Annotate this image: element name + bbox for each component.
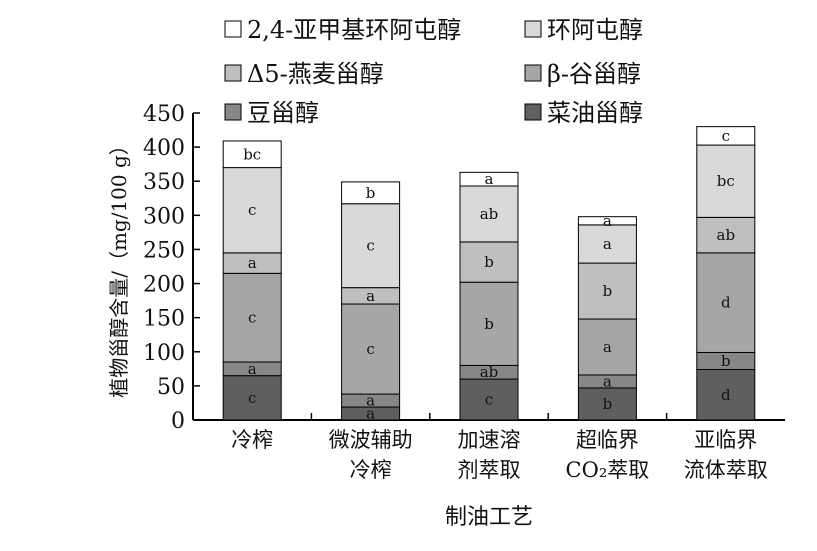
legend-label: 菜油甾醇 <box>547 99 643 127</box>
legend-item: 环阿屯醇 <box>524 16 643 44</box>
significance-label: ab <box>717 226 736 244</box>
significance-label: b <box>721 352 731 370</box>
legend-label: 2,4-亚甲基环阿屯醇 <box>247 16 461 44</box>
bar-segment <box>222 140 282 169</box>
bar-segment <box>577 224 637 264</box>
y-tick-label: 300 <box>143 204 185 229</box>
category-label: 冷榨 <box>350 458 392 482</box>
significance-label: b <box>484 315 494 333</box>
axes: 0 50 100 150 200 250 300 350 400 450 <box>143 102 785 434</box>
significance-label: b <box>366 184 376 202</box>
legend-item: 豆甾醇 <box>224 99 319 127</box>
y-tick-label: 100 <box>143 341 185 366</box>
significance-label: ab <box>480 205 499 223</box>
bar-segment <box>459 241 519 283</box>
significance-label: bc <box>243 145 261 163</box>
significance-label: a <box>366 405 375 423</box>
bar-segment <box>577 216 637 226</box>
bar-segment <box>577 262 637 320</box>
y-tick-label: 150 <box>143 307 185 332</box>
bar-segment <box>341 181 401 205</box>
bar-segment <box>459 185 519 243</box>
significance-label: a <box>366 392 375 410</box>
category-label: 亚临界 <box>694 428 757 452</box>
significance-label: bc <box>717 172 735 190</box>
legend-swatch <box>224 20 242 38</box>
significance-label: a <box>603 235 612 253</box>
significance-label: c <box>248 389 256 407</box>
bar-segment <box>696 216 756 254</box>
legend-label: β-谷甾醇 <box>547 60 641 88</box>
bar-segment <box>222 272 282 363</box>
legend-swatch <box>524 20 542 38</box>
significance-label: d <box>721 294 731 312</box>
bar-segment <box>222 375 282 421</box>
legend-item: β-谷甾醇 <box>524 60 641 88</box>
bar-segment <box>577 387 637 421</box>
legend-item: Δ5-燕麦甾醇 <box>224 60 384 88</box>
significance-label: a <box>485 170 494 188</box>
category-label: 超临界 <box>576 428 639 452</box>
significance-label: c <box>248 309 256 327</box>
significance-label: a <box>248 254 257 272</box>
y-tick-label: 0 <box>171 409 185 434</box>
category-label: 剂萃取 <box>458 458 521 482</box>
significance-label: a <box>248 360 257 378</box>
legend-swatch <box>524 103 542 121</box>
category-label: 加速溶 <box>458 428 521 452</box>
bar-segment <box>341 303 401 395</box>
bar-stack: c ab b b ab a <box>459 170 519 421</box>
bar-segment <box>696 126 756 146</box>
significance-label: c <box>485 391 493 409</box>
bar-segment <box>341 203 401 289</box>
significance-label: c <box>722 127 730 145</box>
significance-label: c <box>366 340 374 358</box>
significance-label: b <box>484 253 494 271</box>
legend-label: Δ5-燕麦甾醇 <box>247 60 384 88</box>
y-axis-label: 植物甾醇含量/（mg/100 g） <box>107 135 131 398</box>
category-label: 流体萃取 <box>684 458 768 482</box>
y-tick-label: 350 <box>143 170 185 195</box>
bar-segment <box>459 171 519 187</box>
bar-segment <box>696 144 756 218</box>
category-label: 冷榨 <box>231 428 273 452</box>
significance-label: a <box>603 212 612 230</box>
y-tick-label: 400 <box>143 136 185 161</box>
legend-swatch <box>524 64 542 82</box>
legend-item: 2,4-亚甲基环阿屯醇 <box>224 16 461 44</box>
significance-label: a <box>366 287 375 305</box>
significance-label: d <box>721 386 731 404</box>
significance-label: c <box>366 237 374 255</box>
y-tick-label: 50 <box>157 375 185 400</box>
category-label: 微波辅助 <box>329 428 413 452</box>
category-label: CO₂萃取 <box>566 458 650 482</box>
legend-label: 环阿屯醇 <box>547 16 643 44</box>
bar-segment <box>222 167 282 254</box>
significance-label: a <box>603 372 612 390</box>
significance-label: ab <box>480 363 499 381</box>
significance-label: c <box>248 201 256 219</box>
y-tick-label: 250 <box>143 238 185 263</box>
legend-swatch <box>224 64 242 82</box>
bar-segment <box>459 378 519 421</box>
legend-swatch <box>224 103 242 121</box>
y-tick-label: 450 <box>143 102 185 127</box>
bar-segment <box>696 369 756 421</box>
significance-label: b <box>603 282 613 300</box>
bar-segment <box>577 318 637 376</box>
significance-label: a <box>603 338 612 356</box>
legend-item: 菜油甾醇 <box>524 99 643 127</box>
significance-label: b <box>603 395 613 413</box>
x-axis-label: 制油工艺 <box>445 505 533 530</box>
legend-label: 豆甾醇 <box>247 99 319 127</box>
y-tick-label: 200 <box>143 273 185 298</box>
